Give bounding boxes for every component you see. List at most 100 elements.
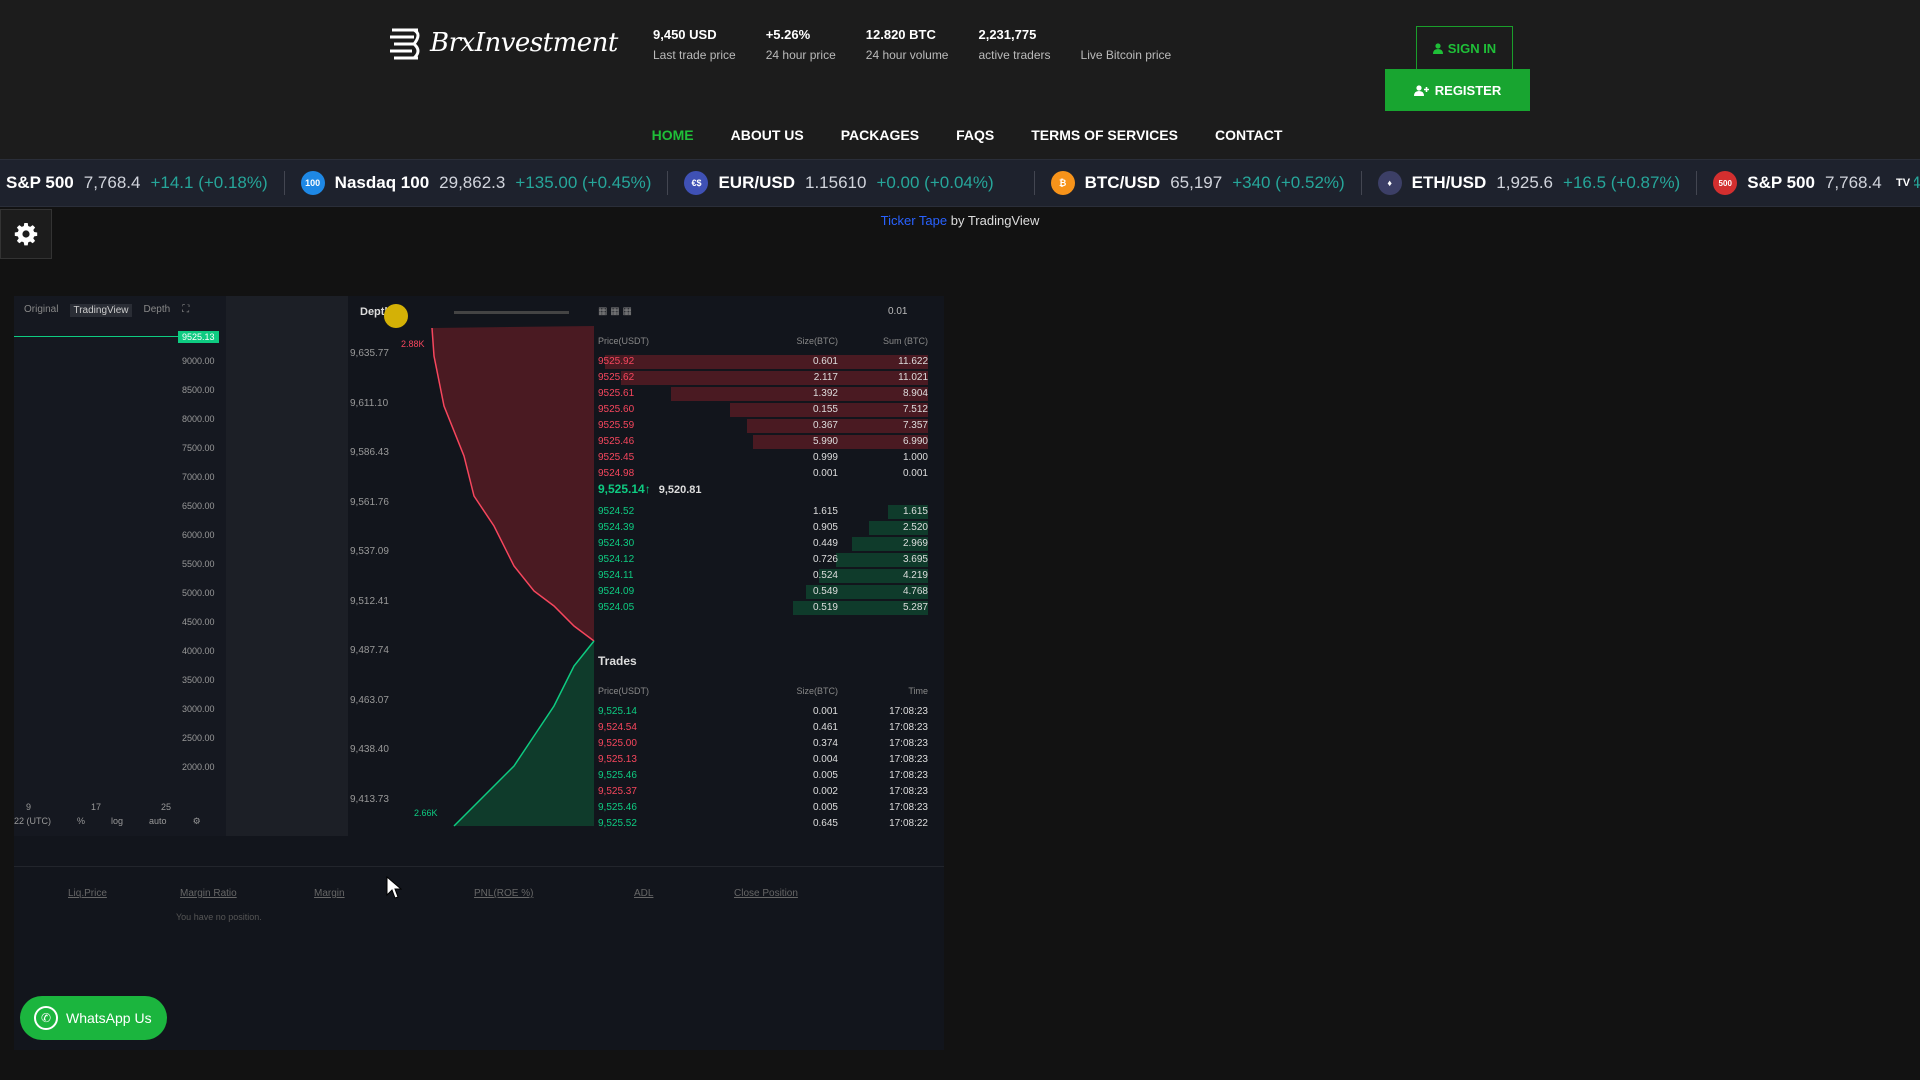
cell-price: 9,525.00 [598,738,637,749]
ticker-symbol: BTC/USD [1084,173,1161,192]
bid-row[interactable]: 9524.39 0.905 2.520 [598,520,928,536]
cell-sum: 4.219 [902,570,928,581]
ask-row[interactable]: 9525.61 1.392 8.904 [598,386,928,402]
price-line [14,336,178,337]
ask-row[interactable]: 9525.46 5.990 6.990 [598,434,928,450]
bid-row[interactable]: 9524.05 0.519 5.287 [598,600,928,616]
settings-button[interactable] [0,209,52,259]
ticker-price: 65,197 [1170,173,1223,192]
ticker-item[interactable]: ₿ BTC/USD 65,197 +340 (+0.52%) [1035,171,1362,195]
cell-price: 9524.09 [598,586,635,597]
chart-controls: 22 (UTC) % log auto ⚙ [14,816,201,827]
cell-size: 0.001 [812,706,838,717]
percent-toggle[interactable]: % [77,816,86,826]
depth-y-tick: 9,463.07 [350,694,389,706]
nav-terms[interactable]: TERMS OF SERVICES [1031,127,1178,143]
main-nav: HOME ABOUT US PACKAGES FAQS TERMS OF SER… [0,111,1920,159]
auto-toggle[interactable]: auto [149,816,167,826]
eur-usd-icon: €$ [684,171,709,195]
ticker-item[interactable]: ♦ ETH/USD 1,925.6 +16.5 (+0.87%) [1362,171,1698,195]
stat-live-price: Live Bitcoin price [1081,27,1172,62]
sign-in-button[interactable]: SIGN IN [1416,26,1513,70]
cell-sum: 6.990 [902,436,928,447]
nav-about-us[interactable]: ABOUT US [730,127,804,143]
cell-size: 0.549 [812,586,838,597]
nav-faqs[interactable]: FAQS [956,127,995,143]
ticker-item[interactable]: S&P 500 7,768.4 +14.1 (+0.18%) [0,171,285,195]
depth-bar [670,387,928,401]
trades-header: Price(USDT) Size(BTC) Time [598,686,928,696]
tab-tradingview[interactable]: TradingView [70,304,132,317]
cell-sum: 2.520 [902,522,928,533]
orderbook-view-icons[interactable]: ▦ ▦ ▦ [598,306,632,317]
col-adl: ADL [634,888,654,899]
brand-name: BrxInvestment [430,28,618,58]
nav-contact[interactable]: CONTACT [1214,127,1283,143]
bid-row[interactable]: 9524.52 1.615 1.615 [598,504,928,520]
y-tick: 8000.00 [182,414,215,424]
ask-row[interactable]: 9525.62 2.117 11.021 [598,370,928,386]
y-tick: 2500.00 [182,733,215,743]
y-tick: 8500.00 [182,385,215,395]
register-button[interactable]: REGISTER [1385,69,1530,111]
trade-row: 9,525.00 0.374 17:08:23 [598,736,928,752]
nav-packages[interactable]: PACKAGES [840,127,920,143]
stat-24h-volume: 12.820 BTC 24 hour volume [866,27,949,62]
ticker-tape-link[interactable]: Ticker Tape [880,213,948,228]
expand-icon[interactable]: ⛶ [182,304,190,315]
ticker-credit-suffix: by TradingView [947,213,1040,228]
bid-row[interactable]: 9524.11 0.524 4.219 [598,568,928,584]
y-tick: 6000.00 [182,530,215,540]
bid-row[interactable]: 9524.09 0.549 4.768 [598,584,928,600]
order-book: ▦ ▦ ▦ 0.01 Price(USDT) Size(BTC) Sum (BT… [598,296,944,836]
ethereum-icon: ♦ [1377,171,1402,195]
bid-row[interactable]: 9524.12 0.726 3.695 [598,552,928,568]
ask-row[interactable]: 9525.45 0.999 1.000 [598,450,928,466]
ticker-symbol: S&P 500 [1747,173,1815,192]
depth-zoom-slider[interactable] [454,311,569,314]
trades-title: Trades [598,654,637,668]
brand-logo[interactable]: BrxInvestment [388,24,618,62]
ticker-item[interactable]: 100 Nasdaq 100 29,862.3 +135.00 (+0.45%) [285,171,669,195]
tab-original[interactable]: Original [24,304,59,315]
depth-bar [746,419,928,433]
cell-price: 9525.46 [598,436,635,447]
chart-settings-icon[interactable]: ⚙ [192,816,201,826]
cell-sum: 8.904 [902,388,928,399]
ticker-symbol: S&P 500 [6,173,74,192]
cell-price: 9525.60 [598,404,635,415]
ticker-price: 1,925.6 [1496,173,1554,192]
depth-bar [888,505,928,519]
ask-row[interactable]: 9525.59 0.367 7.357 [598,418,928,434]
ticker-item[interactable]: €$ EUR/USD 1.15610 +0.00 (+0.04%) [668,171,1035,195]
bid-row[interactable]: 9524.30 0.449 2.969 [598,536,928,552]
stat-label: 24 hour price [765,48,836,62]
nav-home[interactable]: HOME [651,127,694,143]
orderbook-step-select[interactable]: 0.01 [888,306,908,317]
cell-size: 1.615 [812,506,838,517]
x-tick: 9 [26,802,32,812]
positions-divider [14,866,944,887]
ticker-price: 7,768.4 [1824,173,1882,192]
depth-bar [819,569,928,583]
depth-y-tick: 9,487.74 [350,645,389,656]
x-tick: 25 [161,802,172,812]
y-tick: 4500.00 [182,617,215,627]
ask-depth-label: 2.88K [401,339,425,349]
ticker-item[interactable]: 500 S&P 500 7,768.4 +14.1 (+0.18%) [1697,171,1920,195]
ask-row[interactable]: 9524.98 0.001 0.001 [598,466,928,482]
tradingview-logo-icon[interactable]: TV [1892,172,1914,194]
stat-value: 9,450 USD [653,27,717,42]
ticker-tape[interactable]: S&P 500 7,768.4 +14.1 (+0.18%) 100 Nasda… [0,159,1920,207]
trading-demo-video[interactable]: Original TradingView Depth ⛶ 9525.13 900… [14,296,944,1050]
depth-y-tick: 9,611.10 [350,397,389,409]
chart-x-axis: 9 17 25 [26,802,171,812]
y-tick: 7000.00 [182,472,215,482]
ask-row[interactable]: 9525.60 0.155 7.512 [598,402,928,418]
ask-row[interactable]: 9525.92 0.601 11.622 [598,354,928,370]
log-toggle[interactable]: log [111,816,124,826]
whatsapp-button[interactable]: ✆ WhatsApp Us [20,996,167,1040]
timezone-label: 22 (UTC) [14,816,52,826]
tab-depth[interactable]: Depth [143,304,171,315]
ticker-change: +16.5 (+0.87%) [1563,173,1681,192]
